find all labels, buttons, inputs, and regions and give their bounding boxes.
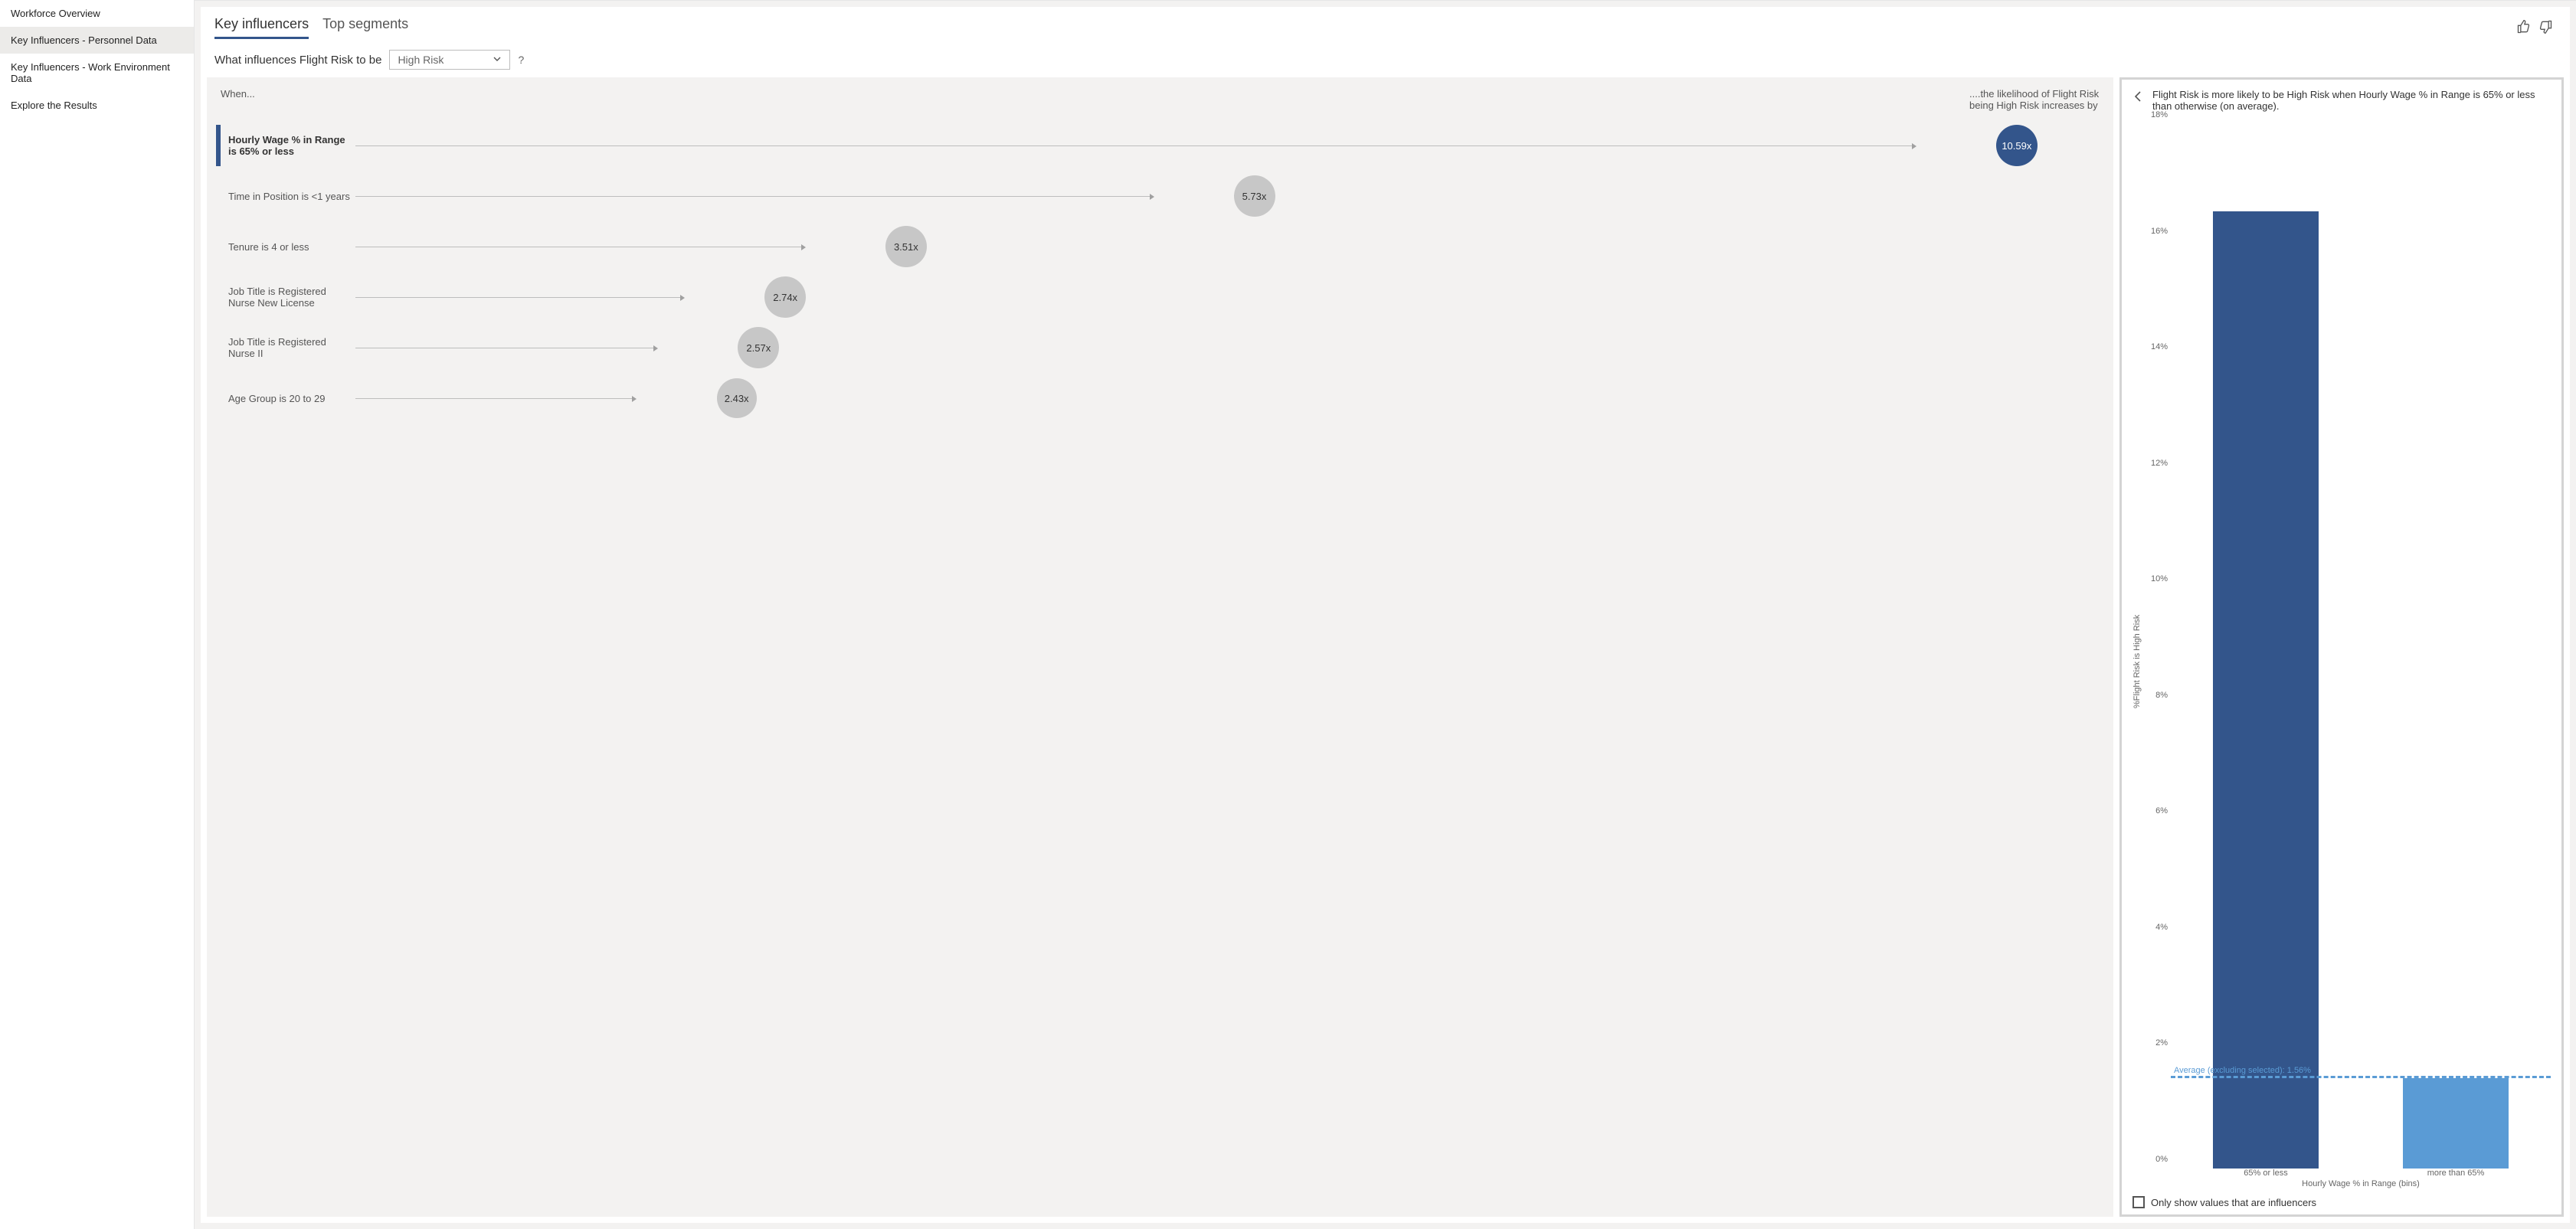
influencer-track: 2.57x bbox=[355, 327, 2104, 368]
row-marker bbox=[216, 378, 221, 419]
chart-area: %Flight Risk is High Risk 0% 2% 4% 6% 8% 10% 1… bbox=[2132, 124, 2551, 1169]
influencer-row-4[interactable]: Job Title is Registered Nurse II 2.57x bbox=[216, 322, 2104, 373]
influencer-arrow bbox=[355, 297, 680, 298]
influencer-arrow bbox=[355, 196, 1150, 197]
influencer-track: 5.73x bbox=[355, 175, 2104, 217]
feedback-buttons bbox=[2516, 19, 2556, 37]
help-icon[interactable]: ? bbox=[518, 54, 524, 66]
detail-title: Flight Risk is more likely to be High Ri… bbox=[2152, 89, 2551, 112]
influencer-row-3[interactable]: Job Title is Registered Nurse New Licens… bbox=[216, 272, 2104, 322]
sidebar-item-0[interactable]: Workforce Overview bbox=[0, 0, 194, 27]
tabs-row: Key influencers Top segments bbox=[201, 7, 2570, 39]
thumbs-up-icon[interactable] bbox=[2516, 19, 2532, 37]
y-axis-label: %Flight Risk is High Risk bbox=[2132, 124, 2145, 1169]
influencer-track: 2.43x bbox=[355, 378, 2104, 419]
visual-container: Key influencers Top segments What influen… bbox=[201, 7, 2570, 1223]
sidebar-item-2[interactable]: Key Influencers - Work Environment Data bbox=[0, 54, 194, 92]
influencers-panel: When... ....the likelihood of Flight Ris… bbox=[207, 77, 2113, 1217]
row-marker bbox=[216, 226, 221, 267]
question-row: What influences Flight Risk to be High R… bbox=[201, 39, 2570, 77]
sidebar-item-3[interactable]: Explore the Results bbox=[0, 92, 194, 119]
y-tick: 2% bbox=[2155, 1038, 2168, 1048]
influencers-list: Hourly Wage % in Range is 65% or less 10.… bbox=[207, 117, 2113, 427]
influencer-bubble: 2.74x bbox=[764, 276, 806, 318]
influencer-label: Job Title is Registered Nurse New Licens… bbox=[225, 286, 355, 309]
x-tick: more than 65% bbox=[2361, 1169, 2551, 1178]
col-when: When... bbox=[221, 88, 255, 111]
back-arrow-icon[interactable] bbox=[2132, 90, 2145, 105]
influencer-label: Hourly Wage % in Range is 65% or less bbox=[225, 134, 355, 157]
influencer-row-0[interactable]: Hourly Wage % in Range is 65% or less 10.… bbox=[216, 120, 2104, 171]
influencer-row-2[interactable]: Tenure is 4 or less 3.51x bbox=[216, 221, 2104, 272]
dropdown-value: High Risk bbox=[398, 54, 444, 66]
sidebar-item-1[interactable]: Key Influencers - Personnel Data bbox=[0, 27, 194, 54]
average-label: Average (excluding selected): 1.56% bbox=[2174, 1066, 2311, 1075]
thumbs-down-icon[interactable] bbox=[2538, 19, 2553, 37]
influencer-row-5[interactable]: Age Group is 20 to 29 2.43x bbox=[216, 373, 2104, 423]
app-root: Workforce OverviewKey Influencers - Pers… bbox=[0, 0, 2576, 1229]
influencer-arrow bbox=[355, 145, 1912, 146]
row-marker bbox=[216, 276, 221, 318]
y-tick: 10% bbox=[2151, 574, 2168, 583]
y-tick: 18% bbox=[2151, 110, 2168, 119]
col-increase: ....the likelihood of Flight Risk being … bbox=[1969, 88, 2100, 111]
y-axis: 0%2%4%6%8%10%12%14%16%18% bbox=[2145, 124, 2171, 1169]
influencer-label: Age Group is 20 to 29 bbox=[225, 393, 355, 404]
filter-checkbox-label: Only show values that are influencers bbox=[2151, 1197, 2316, 1208]
row-marker bbox=[216, 175, 221, 217]
y-tick: 8% bbox=[2155, 691, 2168, 700]
influencer-bubble: 5.73x bbox=[1234, 175, 1275, 217]
influencer-label: Job Title is Registered Nurse II bbox=[225, 336, 355, 359]
sidebar: Workforce OverviewKey Influencers - Pers… bbox=[0, 0, 195, 1229]
chevron-down-icon bbox=[493, 54, 502, 66]
influencer-bubble: 3.51x bbox=[885, 226, 927, 267]
influencer-bubble: 2.43x bbox=[717, 378, 757, 418]
y-tick: 6% bbox=[2155, 806, 2168, 816]
influencer-arrow bbox=[355, 398, 632, 399]
y-tick: 12% bbox=[2151, 459, 2168, 468]
influencer-track: 3.51x bbox=[355, 226, 2104, 267]
x-axis: 65% or lessmore than 65% bbox=[2171, 1169, 2551, 1178]
y-tick: 16% bbox=[2151, 227, 2168, 236]
filter-checkbox[interactable] bbox=[2132, 1196, 2145, 1208]
bar-0[interactable] bbox=[2213, 211, 2319, 1169]
y-tick: 14% bbox=[2151, 342, 2168, 351]
influencer-track: 2.74x bbox=[355, 276, 2104, 318]
x-axis-label: Hourly Wage % in Range (bins) bbox=[2171, 1179, 2551, 1188]
influencer-label: Tenure is 4 or less bbox=[225, 241, 355, 253]
row-marker bbox=[216, 327, 221, 368]
body-split: When... ....the likelihood of Flight Ris… bbox=[201, 77, 2570, 1223]
target-dropdown[interactable]: High Risk bbox=[389, 50, 510, 70]
plot: Average (excluding selected): 1.56% bbox=[2171, 124, 2551, 1169]
tab-1[interactable]: Top segments bbox=[322, 16, 408, 39]
influencer-track: 10.59x bbox=[355, 125, 2104, 166]
average-line bbox=[2171, 1076, 2551, 1078]
y-tick: 0% bbox=[2155, 1155, 2168, 1164]
main-area: Key influencers Top segments What influen… bbox=[195, 0, 2576, 1229]
filter-checkbox-row: Only show values that are influencers bbox=[2132, 1196, 2551, 1208]
bar-1[interactable] bbox=[2403, 1078, 2509, 1169]
influencer-bubble: 2.57x bbox=[738, 327, 779, 368]
x-tick: 65% or less bbox=[2171, 1169, 2361, 1178]
row-marker bbox=[216, 125, 221, 166]
y-tick: 4% bbox=[2155, 923, 2168, 932]
question-text: What influences Flight Risk to be bbox=[214, 54, 381, 67]
influencer-bubble: 10.59x bbox=[1996, 125, 2038, 166]
detail-panel: Flight Risk is more likely to be High Ri… bbox=[2119, 77, 2564, 1217]
influencer-row-1[interactable]: Time in Position is <1 years 5.73x bbox=[216, 171, 2104, 221]
tab-0[interactable]: Key influencers bbox=[214, 16, 309, 39]
detail-header: Flight Risk is more likely to be High Ri… bbox=[2132, 89, 2551, 112]
influencers-header: When... ....the likelihood of Flight Ris… bbox=[207, 77, 2113, 117]
influencer-label: Time in Position is <1 years bbox=[225, 191, 355, 202]
